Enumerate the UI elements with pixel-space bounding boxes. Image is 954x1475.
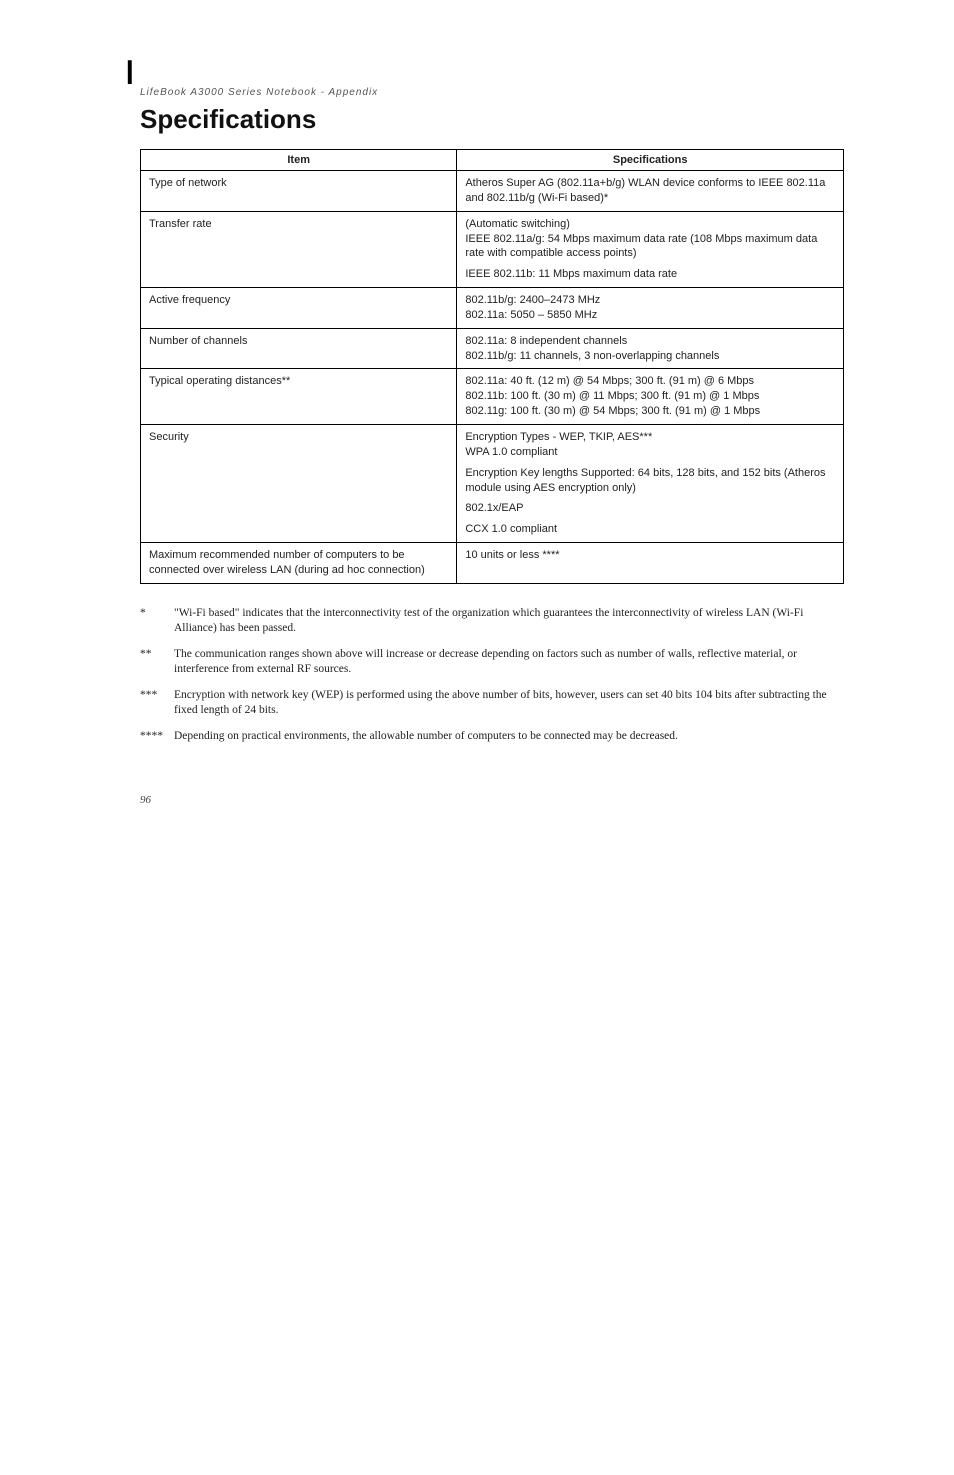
spec-paragraph: Atheros Super AG (802.11a+b/g) WLAN devi…	[465, 176, 835, 206]
footnote: **The communication ranges shown above w…	[140, 647, 844, 678]
footnote-marker: *	[140, 606, 174, 637]
item-cell: Typical operating distances**	[141, 369, 457, 425]
spec-paragraph: IEEE 802.11b: 11 Mbps maximum data rate	[465, 267, 835, 282]
spec-cell: 802.11b/g: 2400–2473 MHz802.11a: 5050 – …	[457, 288, 844, 329]
header-bracket: ▎	[128, 60, 844, 85]
footnote-text: The communication ranges shown above wil…	[174, 647, 844, 678]
footnote: ****Depending on practical environments,…	[140, 729, 844, 745]
footnotes: *"Wi-Fi based" indicates that the interc…	[140, 606, 844, 745]
spec-cell: 802.11a: 40 ft. (12 m) @ 54 Mbps; 300 ft…	[457, 369, 844, 425]
spec-paragraph: Encryption Types - WEP, TKIP, AES***WPA …	[465, 430, 835, 460]
footnote-marker: ***	[140, 688, 174, 719]
table-row: Typical operating distances**802.11a: 40…	[141, 369, 844, 425]
spec-paragraph: 802.11a: 8 independent channels802.11b/g…	[465, 334, 835, 364]
page-title: Specifications	[140, 104, 844, 135]
item-cell: Active frequency	[141, 288, 457, 329]
item-cell: Type of network	[141, 171, 457, 212]
page-container: ▎ LifeBook A3000 Series Notebook - Appen…	[0, 0, 954, 834]
table-row: Transfer rate(Automatic switching)IEEE 8…	[141, 211, 844, 287]
running-head: LifeBook A3000 Series Notebook - Appendi…	[140, 87, 844, 98]
item-cell: Transfer rate	[141, 211, 457, 287]
item-cell: Maximum recommended number of computers …	[141, 543, 457, 584]
spec-cell: 10 units or less ****	[457, 543, 844, 584]
footnote-marker: ****	[140, 729, 174, 745]
table-header-row: Item Specifications	[141, 150, 844, 171]
spec-paragraph: 802.11b/g: 2400–2473 MHz802.11a: 5050 – …	[465, 293, 835, 323]
spec-cell: (Automatic switching)IEEE 802.11a/g: 54 …	[457, 211, 844, 287]
spec-cell: Encryption Types - WEP, TKIP, AES***WPA …	[457, 424, 844, 542]
spec-paragraph: CCX 1.0 compliant	[465, 522, 835, 537]
spec-cell: 802.11a: 8 independent channels802.11b/g…	[457, 328, 844, 369]
header-item: Item	[141, 150, 457, 171]
footnote: *"Wi-Fi based" indicates that the interc…	[140, 606, 844, 637]
footnote-text: "Wi-Fi based" indicates that the interco…	[174, 606, 844, 637]
spec-paragraph: 802.1x/EAP	[465, 501, 835, 516]
footnote-text: Depending on practical environments, the…	[174, 729, 844, 745]
table-row: Maximum recommended number of computers …	[141, 543, 844, 584]
footnote-text: Encryption with network key (WEP) is per…	[174, 688, 844, 719]
spec-paragraph: Encryption Key lengths Supported: 64 bit…	[465, 466, 835, 496]
header-spec: Specifications	[457, 150, 844, 171]
table-body: Type of network Atheros Super AG (802.11a…	[141, 171, 844, 584]
spec-cell: Atheros Super AG (802.11a+b/g) WLAN devi…	[457, 171, 844, 212]
item-cell: Number of channels	[141, 328, 457, 369]
page-number: 96	[140, 794, 151, 806]
table-row: Security Encryption Types - WEP, TKIP, AE…	[141, 424, 844, 542]
footnote-marker: **	[140, 647, 174, 678]
spec-paragraph: (Automatic switching)IEEE 802.11a/g: 54 …	[465, 217, 835, 262]
footnote: ***Encryption with network key (WEP) is …	[140, 688, 844, 719]
spec-paragraph: 10 units or less ****	[465, 548, 835, 563]
item-cell: Security	[141, 424, 457, 542]
spec-paragraph: 802.11a: 40 ft. (12 m) @ 54 Mbps; 300 ft…	[465, 374, 835, 419]
specifications-table: Item Specifications Type of network Ather…	[140, 149, 844, 584]
table-row: Type of network Atheros Super AG (802.11a…	[141, 171, 844, 212]
table-row: Number of channels 802.11a: 8 independent…	[141, 328, 844, 369]
table-row: Active frequency 802.11b/g: 2400–2473 MHz…	[141, 288, 844, 329]
